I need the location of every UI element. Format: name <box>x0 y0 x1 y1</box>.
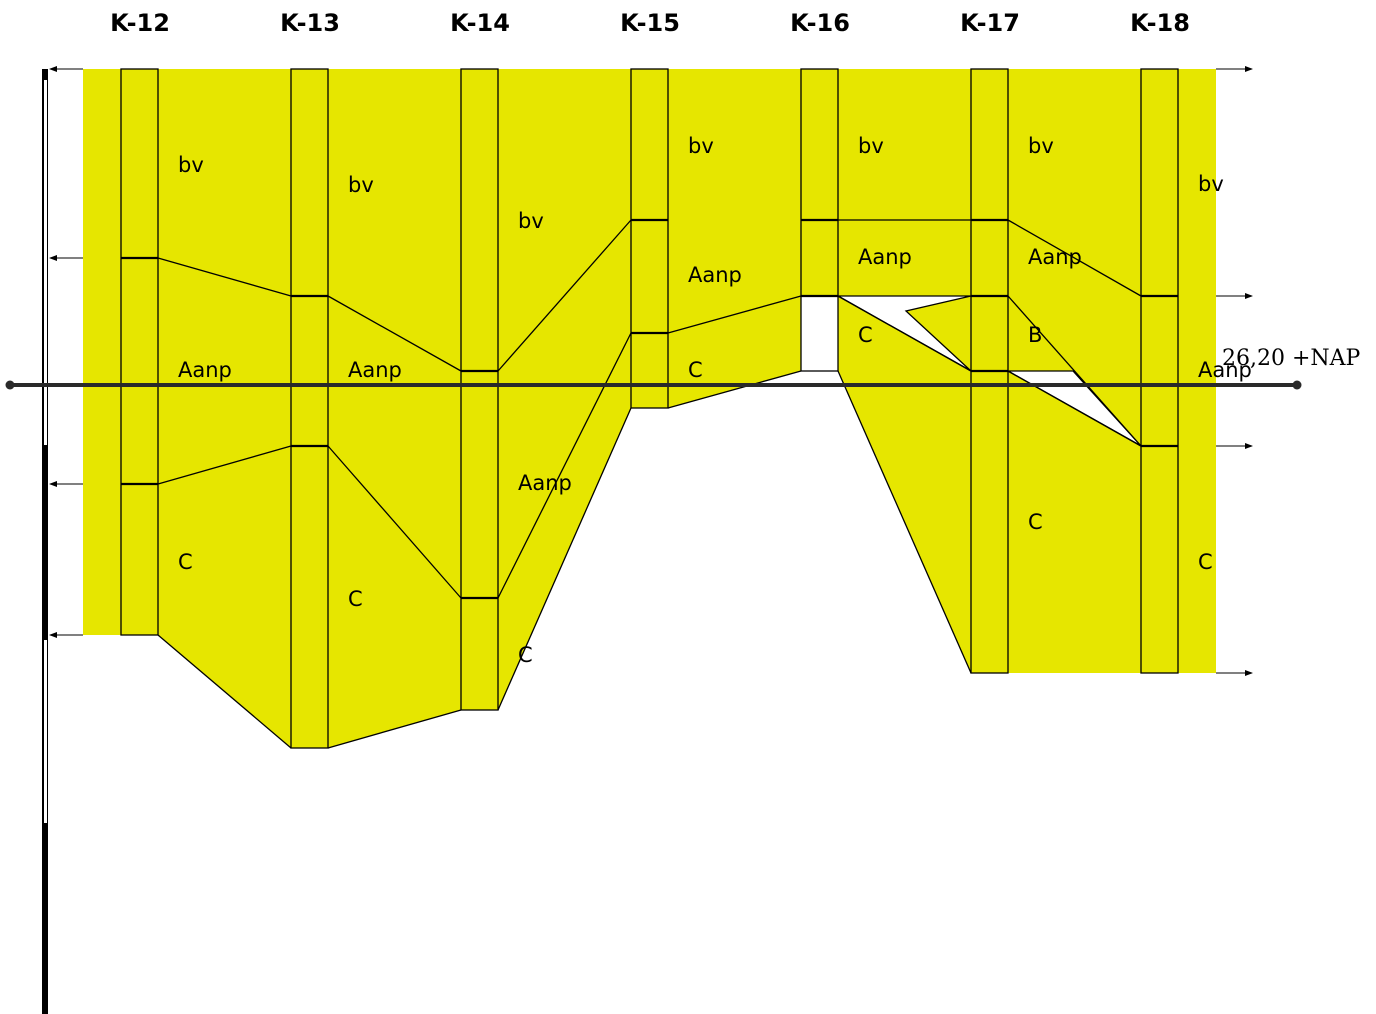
layer-label-k12-bv: bv <box>178 153 204 177</box>
scale-bar-solid <box>42 69 48 1014</box>
soil-fill-k15-k16 <box>631 69 838 408</box>
layer-label-k16-bv: bv <box>858 134 884 158</box>
layer-label-k16-aanp: Aanp <box>858 245 912 269</box>
layer-label-k12-c: C <box>178 550 193 574</box>
layer-label-k18-bv: bv <box>1198 172 1224 196</box>
layer-label-k15-c: C <box>688 358 703 382</box>
layer-label-k18-aanp: Aanp <box>1198 358 1252 382</box>
scale-bar-white-segment-2 <box>44 640 47 823</box>
reference-level: 26,20 +NAP <box>5 346 1361 390</box>
borehole-columns <box>120 68 1179 749</box>
reference-level-label: 26,20 +NAP <box>1222 346 1361 371</box>
layer-label-k17-b: B <box>1028 323 1042 347</box>
layer-label-k14-aanp: Aanp <box>518 471 572 495</box>
depth-scale-bar <box>42 69 48 1014</box>
borehole-title-k15: K-15 <box>620 9 680 37</box>
layer-boundary-marks <box>121 218 1178 600</box>
layer-label-k15-bv: bv <box>688 134 714 158</box>
layer-label-k18-c: C <box>1198 550 1213 574</box>
borehole-column-k15 <box>630 68 669 409</box>
layer-label-k17-bv: bv <box>1028 134 1054 158</box>
layer-label-k12-aanp: Aanp <box>178 358 232 382</box>
borehole-title-k17: K-17 <box>960 9 1020 37</box>
borehole-column-k14 <box>460 68 499 711</box>
layer-label-k14-bv: bv <box>518 209 544 233</box>
borehole-column-k12 <box>120 68 159 636</box>
layer-label-k13-aanp: Aanp <box>348 358 402 382</box>
scale-bar-white-segment-1 <box>44 80 47 445</box>
layer-label-k16-c: C <box>858 323 873 347</box>
left-tick-arrows <box>49 66 83 638</box>
layer-label-k13-bv: bv <box>348 173 374 197</box>
borehole-title-k13: K-13 <box>280 9 340 37</box>
borehole-title-k12: K-12 <box>110 9 170 37</box>
layer-label-k13-c: C <box>348 587 363 611</box>
layer-label-k17-c: C <box>1028 510 1043 534</box>
correlation-lines <box>157 219 1142 749</box>
soil-fill-k12-k14 <box>83 69 631 748</box>
layer-label-k17-aanp: Aanp <box>1028 245 1082 269</box>
right-tick-arrows <box>1216 66 1253 676</box>
borehole-column-k18 <box>1140 68 1179 674</box>
borehole-titles: K-12 K-13 K-14 K-15 K-16 K-17 K-18 <box>110 9 1190 37</box>
layer-label-k14-c: C <box>518 643 533 667</box>
layer-label-k15-aanp: Aanp <box>688 263 742 287</box>
layer-labels: bv Aanp C bv Aanp C bv Aanp C bv Aanp C … <box>178 134 1252 667</box>
borehole-title-k18: K-18 <box>1130 9 1190 37</box>
borehole-title-k14: K-14 <box>450 9 510 37</box>
dot-icon <box>5 380 15 390</box>
dot-icon <box>1292 380 1302 390</box>
borehole-column-k13 <box>290 68 329 749</box>
borehole-title-k16: K-16 <box>790 9 850 37</box>
